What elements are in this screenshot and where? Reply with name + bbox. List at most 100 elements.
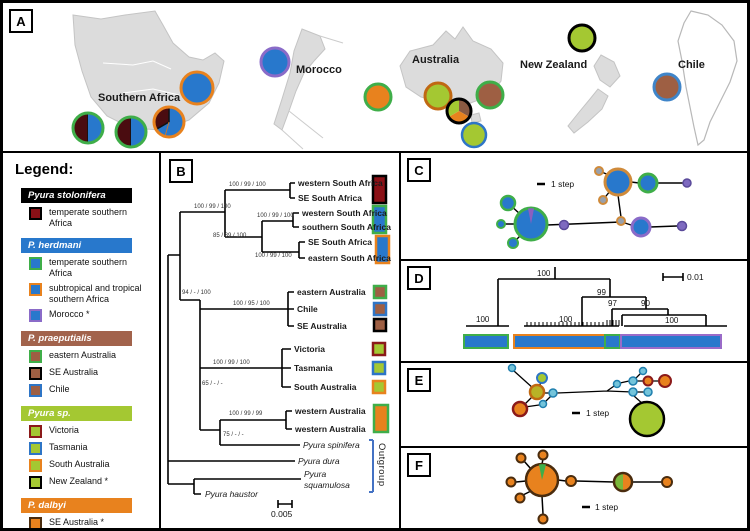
haplotype-node [537,449,549,461]
support-value-d: 100 [476,315,490,324]
haplotype-node [558,219,570,231]
legend-item: SE Australia [29,367,151,380]
panel-label-f: F [407,453,431,477]
tip-label: western South Africa [298,178,383,188]
panel-label-a: A [9,9,33,33]
legend-item-label: Tasmania [49,442,88,452]
legend-item-label: New Zealand * [49,476,109,486]
color-chip [29,257,42,270]
legend-item-label: SE Australia * [49,517,105,527]
pie-aus-west [363,82,393,112]
legend-item-label: South Australia [49,459,110,469]
tree-d-graphic [466,267,727,327]
haplotype-node [515,452,527,464]
support-value-d: 100 [665,316,679,325]
scale-bar-b [277,500,293,508]
panel-b-phylogeny: B w [161,153,401,528]
legend-item: South Australia [29,459,151,472]
legend-item: Tasmania [29,442,151,455]
haplotype-node [612,379,622,389]
map-morocco [273,28,344,150]
panel-label-c: C [407,158,431,182]
tip-label: SE South Africa [308,237,372,247]
network-f-graphic [505,449,673,525]
panel-label-b: B [169,159,193,183]
legend-item-label: eastern Australia [49,350,117,360]
haplotype-node-major [603,167,633,197]
support-value-d: 97 [608,299,617,308]
panel-d-tree: D 100 99 97 90 100 100 100 0.01 [401,261,747,363]
support-value: 94 / - / 100 [182,290,211,296]
haplotype-node [638,366,648,376]
pie-aus-southeast [445,97,473,125]
clade-bar-subtropical [513,334,606,349]
map-new-zealand [567,54,621,134]
color-chip [29,283,42,296]
color-chip [29,309,42,322]
map-south-america [677,10,738,147]
support-value: 100 / 95 / 100 [233,301,270,307]
support-value: 100 / 99 / 100 [229,182,266,188]
map-southern-africa [72,10,225,131]
tip-label-outgroup: Pyura dura [298,456,340,466]
tip-label: Tasmania [294,363,333,373]
chip-herdmani-temperate [371,204,388,235]
support-value: 100 / 99 / 100 [257,213,294,219]
step-scale-label: 1 step [551,179,575,189]
tip-label: eastern South Africa [308,253,391,263]
haplotype-node [682,178,692,188]
scale-value-b: 0.005 [271,509,293,519]
legend-group-header: P. herdmani [21,238,132,253]
legend-group-herdmani: P. herdmani temperate southern Africa su… [13,238,151,322]
chip-praeputialis-chile [372,301,388,317]
chip-sp-saus [371,379,387,395]
pie-sa-east [179,70,215,106]
haplotype-node [598,195,608,205]
tree-d-branches [466,267,727,327]
tip-label-outgroup: Pyura haustor [205,489,258,499]
legend-group-header: Pyura stolonifera [21,188,132,203]
haplotype-node [507,237,519,249]
map-label-australia: Australia [412,54,460,66]
network-c-nodes [496,166,692,249]
legend-item: Chile [29,384,151,397]
haplotype-node [499,194,517,212]
legend-group-pyura-sp: Pyura sp. Victoria Tasmania South Austra… [13,406,151,489]
haplotype-node-new-zealand [628,400,666,438]
chip-sp-tasmania [371,360,387,376]
legend-item: SE Australia * [29,517,151,528]
support-value-d: 90 [641,299,650,308]
network-e-nodes [507,363,672,438]
haplotype-node [548,388,558,398]
legend-group-stolonifera: Pyura stolonifera temperate southern Afr… [13,188,151,229]
tip-label: western South Africa [302,208,387,218]
color-chip [29,442,42,455]
legend-group-dalbyi: P. dalbyi SE Australia * Western Austral… [13,498,151,528]
legend-item: temperate southern Africa [29,257,151,279]
legend-title: Legend: [15,161,74,178]
pie-tasmania [460,121,488,149]
haplotype-node-victoria [511,400,529,418]
legend-panel: Legend: Pyura stolonifera temperate sout… [3,153,161,528]
haplotype-wedge-green [539,464,546,480]
tip-label: South Australia [294,382,357,392]
map-label-southern-africa: Southern Africa [98,92,181,104]
support-value: 100 / 99 / 100 [194,204,231,210]
haplotype-node [643,387,653,397]
haplotype-node [630,216,652,238]
network-f-nodes [505,449,673,525]
legend-item-label: Chile [49,384,70,394]
color-chip [29,517,42,528]
clade-bar-temperate [463,334,509,349]
legend-group-header: Pyura sp. [21,406,132,421]
haplotype-node [537,513,549,525]
chip-stolonifera [371,174,388,205]
legend-group-header: P. praeputialis [21,331,132,346]
legend-item-label: temperate southern Africa [49,207,128,228]
haplotype-wedge-morocco [528,208,534,224]
haplotype-node [661,476,673,488]
color-chip [29,367,42,380]
legend-group-header: P. dalbyi [21,498,132,513]
legend-item-label: Morocco * [49,309,90,319]
legend-item-label: Victoria [49,425,79,435]
